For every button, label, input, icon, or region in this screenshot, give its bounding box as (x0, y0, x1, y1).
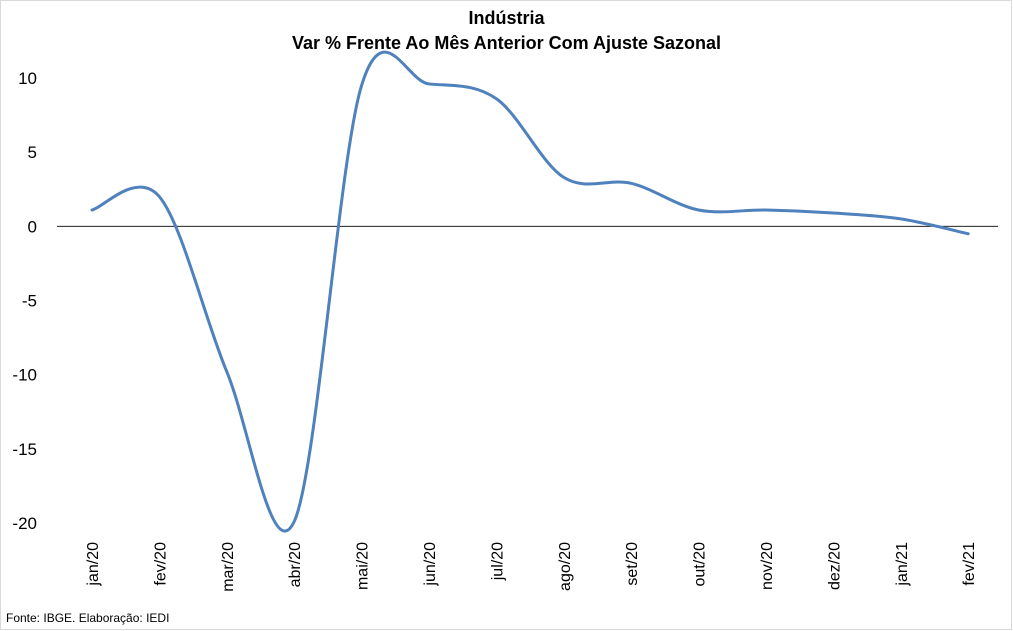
series-line (90, 50, 970, 533)
x-tick-label: jan/20 (85, 542, 102, 587)
chart-title: Indústria (468, 8, 545, 28)
data-point (157, 195, 161, 199)
x-tick-label: jun/20 (422, 542, 439, 587)
y-tick-label: -15 (12, 440, 37, 459)
data-point (427, 82, 431, 86)
x-tick-label: nov/20 (759, 542, 776, 590)
chart-title-block: Indústria Var % Frente Ao Mês Anterior C… (0, 6, 1013, 56)
data-point (225, 370, 229, 374)
data-point (697, 208, 701, 212)
x-tick-label: fev/21 (961, 542, 978, 586)
y-tick-label: 0 (28, 217, 37, 236)
data-point (831, 211, 835, 215)
y-tick-label: 10 (18, 69, 37, 88)
x-tick-label: ago/20 (557, 542, 574, 591)
data-point (90, 208, 94, 212)
chart-subtitle: Var % Frente Ao Mês Anterior Com Ajuste … (291, 33, 722, 53)
data-point (562, 175, 566, 179)
y-tick-label: -20 (12, 514, 37, 533)
x-tick-label: mar/20 (220, 542, 237, 592)
y-tick-label: -10 (12, 366, 37, 385)
y-tick-label: 5 (28, 143, 37, 162)
data-point (899, 217, 903, 221)
x-tick-label: out/20 (692, 542, 709, 587)
x-tick-label: jan/21 (894, 542, 911, 587)
data-point (764, 208, 768, 212)
x-tick-label: mai/20 (355, 542, 372, 590)
data-point (360, 83, 364, 87)
x-tick-label: dez/20 (826, 542, 843, 590)
x-tick-label: set/20 (624, 542, 641, 586)
data-point (629, 181, 633, 185)
data-point (966, 232, 970, 236)
data-point (494, 97, 498, 101)
source-note: Fonte: IBGE. Elaboração: IEDI (6, 611, 170, 625)
x-tick-label: jul/20 (489, 542, 506, 581)
x-tick-label: abr/20 (287, 542, 304, 587)
y-tick-label: -5 (22, 292, 37, 311)
data-point (292, 520, 296, 524)
x-tick-label: fev/20 (152, 542, 169, 586)
